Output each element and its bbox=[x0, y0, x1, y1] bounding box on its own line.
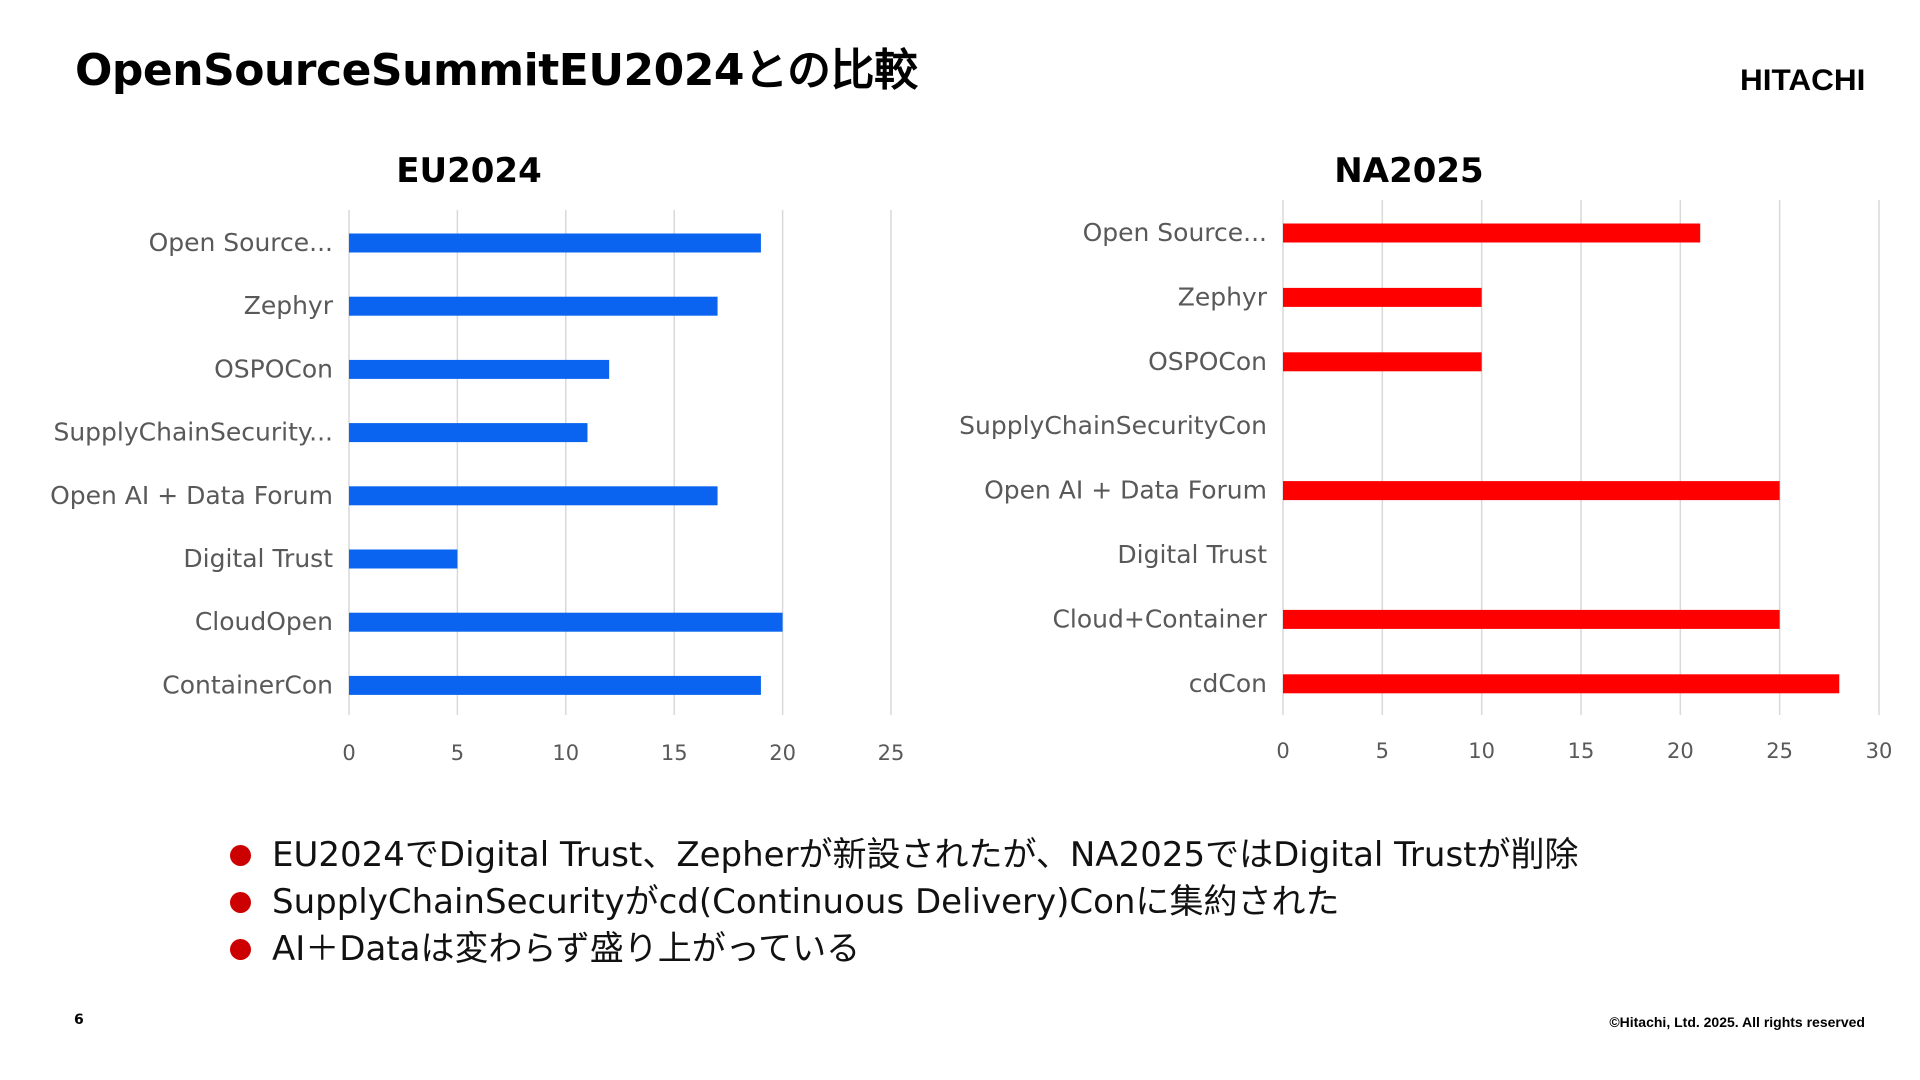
category-label: ContainerCon bbox=[162, 670, 333, 699]
bullet-text: SupplyChainSecurityがcd(Continuous Delive… bbox=[272, 882, 1340, 922]
bar bbox=[349, 675, 761, 695]
category-label: Cloud+Container bbox=[1052, 604, 1267, 633]
bar bbox=[1283, 481, 1780, 501]
bar bbox=[1283, 674, 1840, 694]
bullet-text: AI＋Dataは変わらず盛り上がっている bbox=[272, 929, 861, 969]
x-tick-label: 0 bbox=[342, 741, 355, 765]
bullet-item: EU2024でDigital Trust、Zepherが新設されたが、NA202… bbox=[230, 832, 1579, 879]
bar bbox=[349, 296, 718, 316]
copyright-notice: ©Hitachi, Ltd. 2025. All rights reserved bbox=[1609, 1014, 1865, 1030]
category-label: OSPOCon bbox=[214, 354, 333, 383]
x-tick-label: 25 bbox=[1766, 739, 1793, 763]
x-tick-label: 25 bbox=[878, 741, 905, 765]
category-label: Zephyr bbox=[244, 291, 334, 320]
page-number: 6 bbox=[74, 1012, 84, 1028]
category-label: SupplyChainSecurityCon bbox=[959, 411, 1267, 440]
x-tick-label: 15 bbox=[1568, 739, 1595, 763]
bullet-item: AI＋Dataは変わらず盛り上がっている bbox=[230, 926, 1579, 973]
bullet-list: EU2024でDigital Trust、Zepherが新設されたが、NA202… bbox=[230, 832, 1579, 973]
bullet-item: SupplyChainSecurityがcd(Continuous Delive… bbox=[230, 879, 1579, 926]
bar bbox=[1283, 287, 1482, 307]
x-tick-label: 5 bbox=[451, 741, 464, 765]
x-tick-label: 30 bbox=[1866, 739, 1893, 763]
bar bbox=[349, 549, 458, 569]
category-label: Open Source... bbox=[149, 228, 333, 257]
bullet-dot-icon bbox=[230, 939, 251, 960]
x-tick-label: 10 bbox=[1468, 739, 1495, 763]
bar bbox=[349, 233, 761, 253]
bullet-dot-icon bbox=[230, 845, 251, 866]
bar bbox=[349, 359, 610, 379]
x-tick-label: 15 bbox=[661, 741, 688, 765]
x-tick-label: 5 bbox=[1376, 739, 1389, 763]
category-label: OSPOCon bbox=[1148, 347, 1267, 376]
x-tick-label: 0 bbox=[1276, 739, 1289, 763]
category-label: Open AI + Data Forum bbox=[50, 481, 333, 510]
x-tick-label: 10 bbox=[552, 741, 579, 765]
category-label: Open AI + Data Forum bbox=[984, 476, 1267, 505]
bar bbox=[1283, 223, 1701, 243]
category-label: Digital Trust bbox=[183, 544, 333, 573]
bar bbox=[1283, 352, 1482, 372]
chart-title: EU2024 bbox=[396, 151, 541, 191]
bar bbox=[349, 612, 783, 632]
category-label: cdCon bbox=[1189, 669, 1267, 698]
x-tick-label: 20 bbox=[1667, 739, 1694, 763]
slide-title: OpenSourceSummitEU2024との比較 bbox=[75, 45, 918, 96]
category-label: Zephyr bbox=[1178, 282, 1268, 311]
chart-title: NA2025 bbox=[1334, 151, 1483, 191]
bullet-dot-icon bbox=[230, 892, 251, 913]
category-label: Open Source... bbox=[1083, 218, 1267, 247]
bar bbox=[349, 486, 718, 506]
x-tick-label: 20 bbox=[769, 741, 796, 765]
category-label: SupplyChainSecurity... bbox=[53, 418, 333, 447]
hitachi-logo: HITACHI bbox=[1739, 64, 1865, 97]
bar bbox=[1283, 609, 1780, 629]
category-label: CloudOpen bbox=[195, 607, 333, 636]
bar bbox=[349, 423, 588, 443]
bullet-text: EU2024でDigital Trust、Zepherが新設されたが、NA202… bbox=[272, 835, 1579, 875]
category-label: Digital Trust bbox=[1117, 540, 1267, 569]
